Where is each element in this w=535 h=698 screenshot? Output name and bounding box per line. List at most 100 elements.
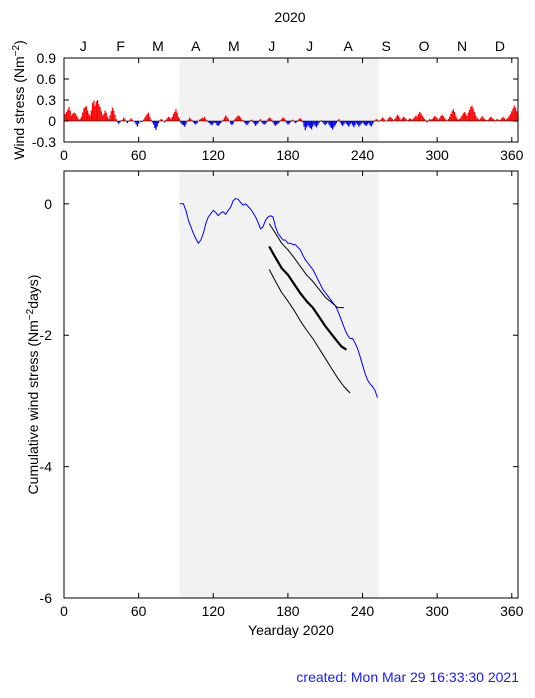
x-tick-label: 300 bbox=[425, 147, 449, 163]
wind-stress-bar bbox=[422, 117, 425, 121]
wind-stress-bar bbox=[216, 121, 218, 126]
wind-stress-bar bbox=[383, 118, 385, 121]
month-label: A bbox=[191, 38, 201, 54]
wind-stress-bar bbox=[174, 111, 176, 121]
wind-stress-bar bbox=[278, 121, 280, 123]
wind-stress-bar bbox=[303, 121, 305, 127]
wind-stress-bar bbox=[263, 121, 265, 125]
wind-stress-bar bbox=[138, 121, 140, 124]
wind-stress-bar bbox=[370, 121, 372, 127]
wind-stress-bar bbox=[116, 121, 119, 123]
x-tick-label: 360 bbox=[500, 147, 524, 163]
wind-stress-bar bbox=[312, 121, 314, 127]
wind-stress-bar bbox=[74, 113, 76, 121]
wind-stress-bar bbox=[470, 107, 472, 121]
wind-stress-bar bbox=[195, 121, 197, 125]
wind-stress-bar bbox=[480, 118, 482, 121]
wind-stress-bar bbox=[125, 121, 127, 122]
wind-stress-bar bbox=[494, 120, 497, 121]
wind-stress-bar bbox=[213, 121, 216, 123]
wind-stress-bar bbox=[507, 117, 509, 121]
wind-stress-bar bbox=[497, 119, 499, 121]
wind-stress-bar bbox=[450, 114, 452, 121]
wind-stress-bar bbox=[506, 118, 508, 121]
wind-stress-bar bbox=[490, 116, 492, 121]
wind-stress-bar bbox=[272, 121, 274, 123]
wind-stress-bar bbox=[328, 121, 330, 125]
wind-stress-bar bbox=[101, 115, 104, 121]
wind-stress-bar bbox=[476, 117, 478, 121]
wind-stress-bar bbox=[402, 116, 405, 121]
wind-stress-bar bbox=[161, 119, 163, 121]
y-tick-label: -4 bbox=[40, 459, 53, 475]
wind-stress-bar bbox=[68, 107, 70, 121]
wind-stress-bar bbox=[332, 121, 334, 130]
wind-stress-bar bbox=[361, 121, 364, 123]
wind-stress-bar bbox=[376, 119, 379, 121]
wind-stress-bar bbox=[218, 121, 221, 125]
wind-stress-bar bbox=[353, 121, 355, 128]
wind-stress-bar bbox=[191, 120, 193, 121]
wind-stress-bar bbox=[211, 121, 213, 126]
wind-stress-bar bbox=[184, 121, 186, 127]
bottom-axis-ticks: 0 60 120 180 240 300 360 0 -2 -4 -6 bbox=[40, 171, 524, 619]
wind-stress-bar bbox=[485, 119, 487, 121]
wind-stress-bar bbox=[113, 110, 115, 121]
wind-stress-bar bbox=[217, 121, 219, 126]
wind-stress-bar bbox=[88, 114, 90, 121]
year-label: 2020 bbox=[274, 9, 305, 25]
wind-stress-bar bbox=[257, 121, 259, 124]
wind-stress-bar bbox=[380, 118, 382, 121]
bottom-ylabel-main: Cumulative wind stress (Nm bbox=[25, 320, 41, 494]
wind-stress-bar bbox=[282, 117, 284, 121]
wind-stress-bar bbox=[253, 121, 255, 124]
wind-stress-bar bbox=[299, 118, 301, 121]
wind-stress-bar bbox=[279, 120, 282, 121]
wind-stress-bar bbox=[373, 121, 375, 123]
wind-stress-bar bbox=[105, 112, 107, 121]
wind-stress-bar bbox=[439, 118, 441, 121]
wind-stress-bar bbox=[354, 121, 356, 126]
wind-stress-bar bbox=[430, 119, 432, 121]
wind-stress-bar bbox=[425, 120, 427, 121]
wind-stress-bar bbox=[466, 116, 468, 121]
wind-stress-bar bbox=[401, 118, 403, 121]
wind-stress-bar bbox=[226, 116, 228, 121]
wind-stress-bar bbox=[335, 121, 338, 124]
wind-stress-bar bbox=[189, 117, 191, 121]
wind-stress-bar bbox=[468, 109, 471, 121]
wind-stress-bar bbox=[455, 115, 457, 121]
month-label: D bbox=[495, 38, 505, 54]
wind-stress-bar bbox=[288, 121, 290, 124]
wind-stress-bar bbox=[424, 118, 426, 121]
wind-stress-bar bbox=[415, 115, 417, 121]
wind-stress-bar bbox=[453, 111, 456, 121]
wind-stress-bar bbox=[513, 105, 515, 121]
bottom-axes-frame bbox=[63, 170, 519, 599]
wind-stress-bar bbox=[416, 116, 418, 121]
wind-stress-bar bbox=[108, 118, 110, 121]
wind-stress-bar bbox=[443, 118, 446, 121]
wind-stress-bar bbox=[323, 121, 325, 124]
wind-stress-bar bbox=[79, 118, 81, 121]
wind-stress-bar bbox=[169, 117, 171, 121]
wind-stress-bar bbox=[104, 110, 106, 121]
wind-stress-bar bbox=[78, 119, 80, 121]
wind-stress-bar bbox=[242, 120, 244, 121]
wind-stress-bar bbox=[451, 111, 453, 121]
wind-stress-bar bbox=[310, 121, 313, 130]
month-label: J bbox=[80, 38, 87, 54]
wind-stress-bar bbox=[109, 115, 111, 121]
wind-stress-bar bbox=[329, 121, 331, 127]
wind-stress-bar bbox=[156, 121, 158, 127]
x-tick-label: 120 bbox=[202, 603, 226, 619]
wind-stress-bar bbox=[390, 117, 392, 121]
cumulative-lines bbox=[179, 198, 378, 398]
month-label: N bbox=[457, 38, 467, 54]
x-tick-label: 360 bbox=[500, 603, 524, 619]
x-tick-label: 120 bbox=[202, 147, 226, 163]
wind-stress-bar bbox=[246, 121, 248, 126]
wind-stress-bar bbox=[356, 121, 359, 125]
wind-stress-bar bbox=[496, 118, 498, 121]
wind-stress-bar bbox=[134, 121, 136, 123]
